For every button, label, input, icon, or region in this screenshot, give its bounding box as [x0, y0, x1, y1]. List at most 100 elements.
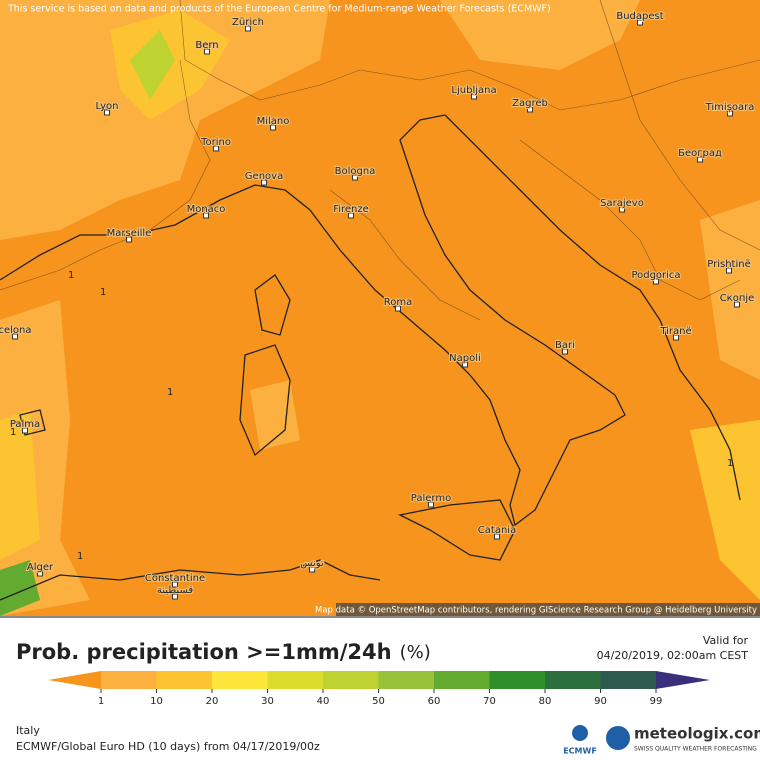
city-marker: [12, 333, 18, 340]
city-label: قسنطينة: [157, 585, 194, 596]
city-label: Milano: [257, 116, 290, 127]
city-marker: [673, 334, 679, 341]
city-label: Sarajevo: [600, 198, 644, 209]
ecmwf-text: ECMWF: [563, 747, 597, 756]
colorbar-segment: [489, 671, 546, 689]
colorbar-tick-label: 50: [372, 696, 385, 707]
city-marker: [428, 501, 434, 508]
contour-label: 1: [77, 551, 83, 562]
legend-panel: Prob. precipitation >=1mm/24h (%) Valid f…: [16, 634, 760, 756]
city-marker: [562, 348, 568, 355]
city-label: Roma: [384, 297, 413, 308]
colorbar-segment: [378, 671, 435, 689]
city-label: Bologna: [335, 166, 376, 177]
city-label: Catania: [478, 525, 516, 536]
city-marker: [697, 156, 703, 163]
colorbar-low: [48, 671, 101, 689]
contour-label: 1: [100, 287, 106, 298]
city-label: Monaco: [187, 204, 226, 215]
city-marker: [527, 106, 533, 113]
city-labels: Budapest Zürich Bern Lyon Milano Torino Ljublj…: [0, 10, 755, 600]
city-label: Constantine: [145, 573, 205, 584]
colorbar-segment: [156, 671, 213, 689]
colorbar-tick-label: 70: [483, 696, 496, 707]
city-label: تونس: [300, 558, 324, 569]
title-text: Prob. precipitation >=1mm/24h: [16, 640, 392, 664]
city-label: Podgorica: [631, 270, 680, 281]
contour-label: 1: [68, 270, 74, 281]
city-label: Alger: [27, 562, 54, 573]
region: Italy: [16, 724, 40, 737]
valid-time: 04/20/2019, 02:00am CEST: [597, 649, 749, 662]
colorbar: 1 10 20 30 40 50 60 70 80 90 99: [48, 671, 710, 707]
city-marker: [126, 236, 132, 243]
colorbar-tick-label: 99: [650, 696, 663, 707]
city-marker: [494, 533, 500, 540]
credit-background: [336, 603, 760, 616]
city-label: Zagreb: [512, 98, 548, 109]
colorbar-tick-label: 1: [98, 696, 104, 707]
colorbar-tick-label: 20: [206, 696, 219, 707]
colorbar-segment: [212, 671, 268, 689]
city-marker: [203, 212, 209, 219]
city-label: Prishtinë: [707, 259, 750, 270]
city-label: Lyon: [95, 101, 118, 112]
colorbar-tick-label: 10: [150, 696, 163, 707]
city-label: Timișoara: [705, 102, 755, 113]
city-marker: [245, 25, 251, 32]
title-unit: (%): [400, 642, 431, 663]
city-marker: [270, 124, 276, 131]
city-marker: [637, 19, 643, 26]
city-label: Bari: [555, 340, 575, 351]
colorbar-high: [656, 671, 710, 689]
info-panel: [0, 616, 760, 760]
city-marker: [261, 179, 267, 186]
colorbar-segment: [545, 671, 601, 689]
colorbar-segment: [267, 671, 324, 689]
city-label: Tiranë: [659, 326, 691, 337]
city-marker: [619, 206, 625, 213]
contour-label: 1: [727, 458, 733, 469]
meteologix-logo: [606, 726, 630, 750]
city-marker: [653, 278, 659, 285]
valid-label: Valid for: [703, 634, 749, 647]
colorbar-segment: [323, 671, 379, 689]
title: Prob. precipitation >=1mm/24h (%): [16, 640, 431, 664]
precip-patches: [0, 0, 760, 616]
colorbar-tick-label: 40: [317, 696, 330, 707]
city-label: Napoli: [449, 353, 481, 364]
colorbar-tick-label: 60: [428, 696, 441, 707]
brand: meteologix.com: [634, 725, 760, 743]
city-marker: [104, 109, 110, 116]
city-label: Firenze: [333, 204, 369, 215]
city-label: Torino: [200, 137, 231, 148]
contour-labels: 1 1 1 1 1 1: [10, 270, 733, 562]
city-marker: [734, 301, 740, 308]
colorbar-tick-label: 90: [594, 696, 607, 707]
city-label: Београд: [678, 148, 722, 159]
colorbar-segment: [101, 671, 157, 689]
city-marker: [213, 145, 219, 152]
city-marker: [309, 566, 315, 573]
city-label: Ljubljana: [451, 85, 496, 96]
city-label: Скопје: [720, 292, 755, 304]
colorbar-segment: [434, 671, 490, 689]
city-marker: [471, 93, 477, 100]
colorbar-tick-label: 30: [261, 696, 274, 707]
city-label: Marseille: [107, 228, 152, 239]
city-marker: [172, 581, 178, 588]
city-label: Palermo: [411, 493, 451, 504]
city-marker: [37, 570, 43, 577]
city-marker: [172, 593, 178, 600]
city-label: Palma: [10, 419, 40, 430]
city-marker: [22, 427, 28, 434]
city-marker: [462, 361, 468, 368]
data-notice: This service is based on data and produc…: [7, 4, 551, 15]
borders: [0, 0, 760, 321]
city-label: Budapest: [616, 11, 663, 22]
colorbar-tick-label: 80: [539, 696, 552, 707]
city-marker: [348, 212, 354, 219]
contour-label: 1: [167, 387, 173, 398]
city-label: Zürich: [232, 17, 264, 28]
